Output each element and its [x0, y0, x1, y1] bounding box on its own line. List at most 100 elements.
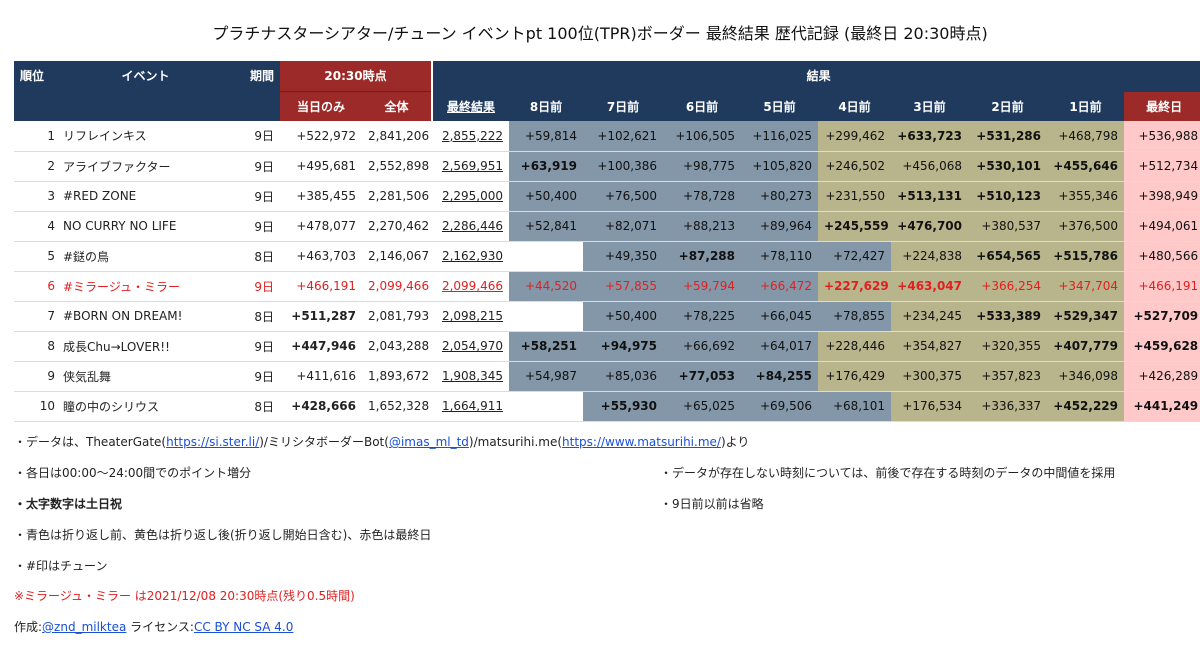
header-last-day: 最終日	[1124, 91, 1200, 121]
day-value-cell: +513,131	[891, 181, 969, 212]
day-value-cell: +105,820	[741, 151, 819, 182]
header-snapshot: 20:30時点	[280, 61, 433, 92]
day-value-cell: +68,101	[818, 391, 892, 422]
note-daily: ・各日は00:00～24:00間でのポイント増分	[14, 466, 252, 480]
day-value-cell: +55,930	[583, 391, 664, 422]
day-value-cell: +527,709	[1124, 301, 1200, 332]
note-source: ・データは、TheaterGate(https://si.ster.li/)/ミ…	[14, 433, 749, 450]
day-value-cell: +228,446	[818, 331, 892, 362]
day-value-cell: +66,472	[741, 271, 819, 302]
final-result-cell: 1,908,345	[432, 361, 510, 392]
day-value-cell: +426,289	[1124, 361, 1200, 392]
rank-cell: 7	[14, 301, 59, 332]
period-cell: 8日	[232, 391, 280, 422]
day-value-cell: +512,734	[1124, 151, 1200, 182]
note-text: ・データは、TheaterGate(	[14, 435, 167, 449]
period-cell: 9日	[232, 361, 280, 392]
day-value-cell: +50,400	[583, 301, 664, 332]
table-row: 4 NO CURRY NO LIFE 9日 +478,077 2,270,462 2,28…	[14, 211, 1200, 242]
day-value-cell: +456,068	[891, 151, 969, 182]
total-cell: 2,146,067	[362, 241, 433, 272]
day-value-cell	[509, 301, 584, 332]
event-name-cell: #鎹の鳥	[59, 241, 232, 272]
day-value-cell: +87,288	[663, 241, 742, 272]
period-cell: 8日	[232, 241, 280, 272]
day-value-cell: +89,964	[741, 211, 819, 242]
day-value-cell: +76,500	[583, 181, 664, 212]
day-value-cell: +398,949	[1124, 181, 1200, 212]
day-value-cell: +80,273	[741, 181, 819, 212]
header-day: 8日前	[509, 91, 584, 121]
note-text: ライセンス:	[126, 620, 194, 634]
day-value-cell: +44,520	[509, 271, 584, 302]
rank-cell: 6	[14, 271, 59, 302]
day-value-cell: +82,071	[583, 211, 664, 242]
day-value-cell: +245,559	[818, 211, 892, 242]
total-cell: 2,099,466	[362, 271, 433, 302]
note-author: 作成:@znd_milktea ライセンス:CC BY NC SA 4.0	[14, 618, 293, 635]
header-results: 結果	[431, 61, 1200, 92]
day-value-cell: +63,919	[509, 151, 584, 182]
day-value-cell: +466,191	[1124, 271, 1200, 302]
day-value-cell: +50,400	[509, 181, 584, 212]
day-value-cell: +98,775	[663, 151, 742, 182]
day-value-cell: +176,429	[818, 361, 892, 392]
period-cell: 8日	[232, 301, 280, 332]
period-cell: 9日	[232, 211, 280, 242]
period-cell: 9日	[232, 331, 280, 362]
day-value-cell: +515,786	[1047, 241, 1125, 272]
note-current: ※ミラージュ・ミラー は2021/12/08 20:30時点(残り0.5時間)	[14, 589, 355, 603]
day-value-cell: +530,101	[968, 151, 1048, 182]
day-value-cell	[509, 241, 584, 272]
today-only-cell: +411,616	[280, 361, 362, 392]
today-only-cell: +428,666	[280, 391, 362, 422]
event-name-cell: 瞳の中のシリウス	[59, 391, 232, 422]
day-value-cell: +66,692	[663, 331, 742, 362]
day-value-cell: +347,704	[1047, 271, 1125, 302]
header-event: イベント	[59, 61, 232, 92]
license-link[interactable]: CC BY NC SA 4.0	[193, 620, 294, 634]
day-value-cell: +355,346	[1047, 181, 1125, 212]
table-row: 3 #RED ZONE 9日 +385,455 2,281,506 2,295,000 +5…	[14, 181, 1200, 212]
matsurihi-link[interactable]: https://www.matsurihi.me/	[562, 435, 721, 449]
header-day: 1日前	[1047, 91, 1125, 121]
note-text: )より	[720, 435, 750, 449]
day-value-cell: +227,629	[818, 271, 892, 302]
day-value-cell: +300,375	[891, 361, 969, 392]
header-rank: 順位	[14, 61, 59, 92]
table-row: 9 侠気乱舞 9日 +411,616 1,893,672 1,908,345 +54,987…	[14, 361, 1200, 392]
header-day: 5日前	[741, 91, 819, 121]
total-cell: 2,043,288	[362, 331, 433, 362]
author-link[interactable]: @znd_milktea	[42, 620, 127, 634]
rank-cell: 10	[14, 391, 59, 422]
rank-cell: 2	[14, 151, 59, 182]
theatergate-link[interactable]: https://si.ster.li/	[166, 435, 260, 449]
day-value-cell: +65,025	[663, 391, 742, 422]
total-cell: 2,552,898	[362, 151, 433, 182]
final-result-cell: 2,569,951	[432, 151, 510, 182]
day-value-cell: +455,646	[1047, 151, 1125, 182]
total-cell: 2,281,506	[362, 181, 433, 212]
day-value-cell: +100,386	[583, 151, 664, 182]
bot-link[interactable]: @imas_ml_td	[388, 435, 469, 449]
total-cell: 2,270,462	[362, 211, 433, 242]
day-value-cell: +78,855	[818, 301, 892, 332]
day-value-cell: +531,286	[968, 121, 1048, 152]
day-value-cell: +246,502	[818, 151, 892, 182]
day-value-cell: +654,565	[968, 241, 1048, 272]
rank-cell: 8	[14, 331, 59, 362]
day-value-cell: +459,628	[1124, 331, 1200, 362]
total-cell: 2,841,206	[362, 121, 433, 152]
day-value-cell: +346,098	[1047, 361, 1125, 392]
header-total: 全体	[362, 91, 433, 121]
table-row: 7 #BORN ON DREAM! 8日 +511,287 2,081,793 2,098…	[14, 301, 1200, 332]
table-row: 5 #鎹の鳥 8日 +463,703 2,146,067 2,162,930 +49,350…	[14, 241, 1200, 272]
page-title: プラチナスターシアター/チューン イベントpt 100位(TPR)ボーダー 最終…	[212, 24, 988, 43]
day-value-cell: +452,229	[1047, 391, 1125, 422]
table-row: 10 瞳の中のシリウス 8日 +428,666 1,652,328 1,664,911 +5…	[14, 391, 1200, 422]
day-value-cell: +88,213	[663, 211, 742, 242]
event-name-cell: アライブファクター	[59, 151, 232, 182]
final-result-cell: 2,162,930	[432, 241, 510, 272]
day-value-cell: +463,047	[891, 271, 969, 302]
event-name-cell: #RED ZONE	[59, 181, 232, 212]
